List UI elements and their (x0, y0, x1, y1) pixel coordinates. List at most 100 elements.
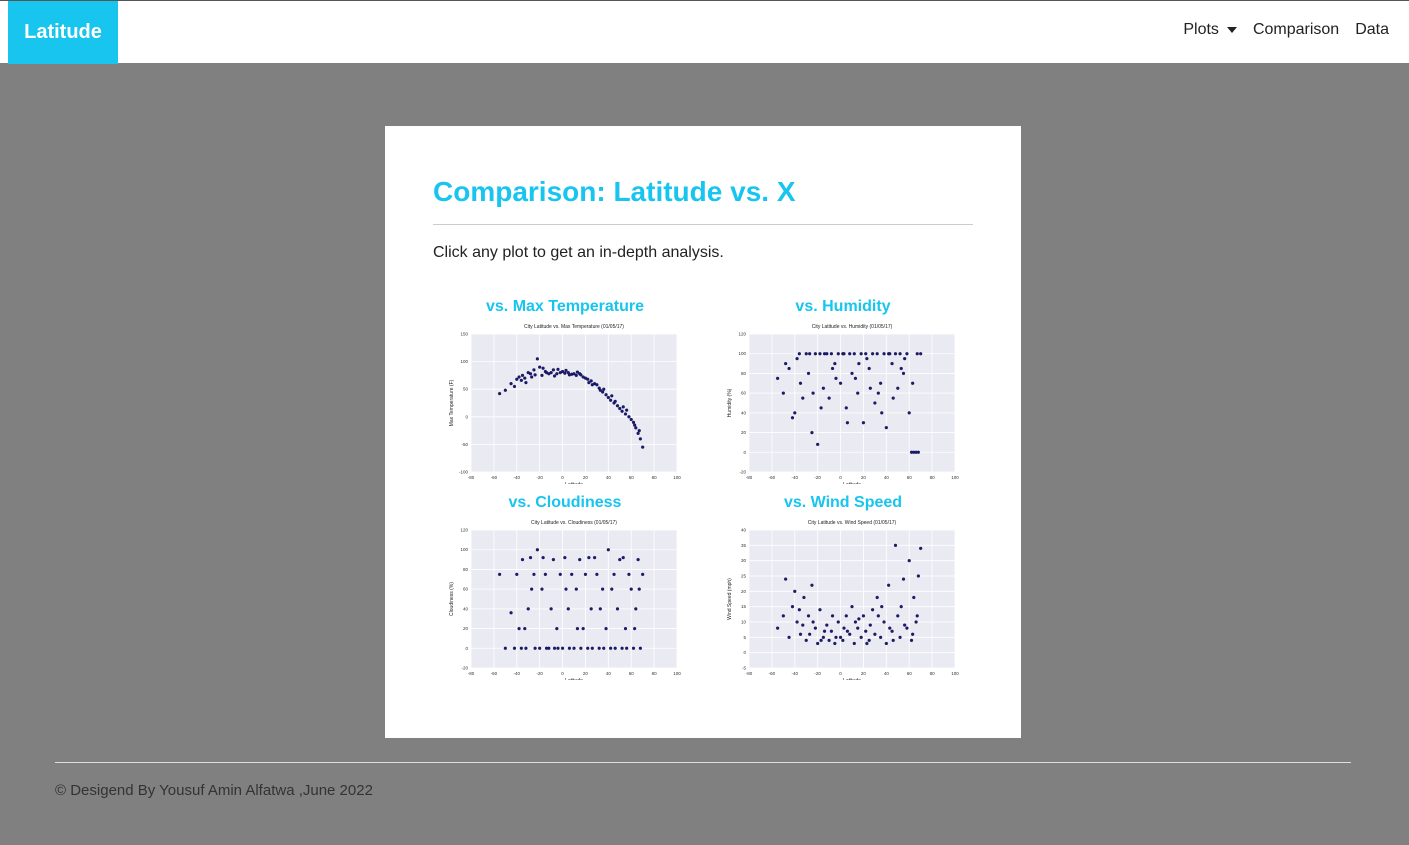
data-point (901, 371, 906, 376)
data-point (532, 368, 536, 372)
nav-item-comparison[interactable]: Comparison (1252, 20, 1340, 38)
y-tick-label: 50 (463, 387, 469, 392)
data-point (638, 646, 642, 650)
data-point (540, 373, 544, 378)
data-point (875, 352, 879, 356)
data-point (558, 572, 562, 576)
plot-humidity[interactable]: vs. Humidity City Latitude vs. Humidity … (725, 296, 961, 484)
data-point (853, 620, 858, 624)
data-point (845, 629, 850, 633)
data-point (544, 646, 549, 650)
data-point (543, 572, 547, 576)
x-tick-label: 20 (861, 475, 867, 480)
y-tick-label: 150 (460, 332, 468, 337)
nav-item-data[interactable]: Data (1355, 20, 1389, 38)
data-point (915, 614, 919, 618)
data-point (797, 352, 801, 356)
data-point (602, 387, 606, 391)
data-point (517, 626, 521, 631)
data-point (552, 374, 557, 378)
data-point (819, 638, 823, 643)
data-point (821, 635, 825, 639)
plot-area (471, 334, 677, 472)
data-point (861, 421, 866, 425)
data-point (911, 381, 915, 385)
data-point (844, 614, 848, 618)
data-point (784, 577, 788, 581)
data-point (595, 572, 599, 576)
y-tick-label: -50 (461, 442, 468, 447)
plot-cloudiness[interactable]: vs. Cloudiness City Latitude vs. Cloudin… (447, 492, 683, 680)
data-point (549, 371, 553, 375)
plot-max-temperature[interactable]: vs. Max Temperature City Latitude vs. Ma… (447, 296, 683, 484)
x-tick-label: -60 (491, 671, 498, 676)
nav-item-plots[interactable]: Plots (1183, 21, 1237, 39)
data-point (871, 352, 875, 356)
data-point (535, 357, 539, 361)
data-point (829, 352, 834, 356)
main-card: Comparison: Latitude vs. X Click any plo… (385, 126, 1021, 738)
data-point (810, 430, 814, 435)
data-point (896, 386, 900, 390)
data-point (856, 626, 860, 630)
data-point (795, 357, 799, 361)
data-point (890, 361, 894, 366)
data-point (509, 382, 513, 386)
data-point (802, 595, 806, 600)
data-point (813, 352, 817, 356)
data-point (637, 428, 641, 433)
data-point (634, 607, 638, 611)
y-tick-label: 60 (463, 587, 469, 592)
data-point (822, 352, 827, 356)
data-point (811, 391, 815, 395)
y-tick-label: 20 (741, 589, 747, 594)
plot-wind-speed[interactable]: vs. Wind Speed City Latitude vs. Wind Sp… (725, 492, 961, 680)
data-point (535, 548, 539, 552)
data-point (579, 373, 583, 377)
data-point (857, 617, 861, 621)
data-point (623, 412, 628, 416)
data-point (893, 543, 898, 547)
chart-title: City Latitude vs. Max Temperature (01/05… (524, 324, 624, 330)
data-point (793, 589, 797, 593)
data-point (637, 587, 641, 591)
y-tick-label: 0 (743, 650, 746, 655)
data-point (560, 369, 565, 374)
y-tick-label: 10 (741, 620, 747, 625)
data-point (864, 352, 868, 356)
data-point (790, 605, 795, 609)
data-point (503, 388, 507, 392)
data-point (524, 646, 528, 650)
page-title: Comparison: Latitude vs. X (433, 176, 796, 207)
y-tick-label: 120 (738, 332, 746, 337)
x-axis-label: Latitude (565, 482, 583, 484)
data-point (621, 405, 625, 409)
x-tick-label: -60 (769, 475, 776, 480)
y-tick-label: 40 (741, 410, 747, 415)
data-point (797, 608, 801, 612)
data-point (827, 396, 831, 400)
y-tick-label: -20 (739, 470, 746, 475)
data-point (540, 587, 544, 591)
data-point (916, 574, 920, 578)
data-point (798, 381, 803, 385)
data-point (781, 391, 785, 395)
data-point (564, 587, 568, 591)
x-tick-label: -80 (746, 475, 753, 480)
data-point (575, 370, 580, 374)
data-point (633, 626, 637, 631)
x-tick-label: -60 (491, 475, 498, 480)
data-point (856, 391, 860, 395)
y-tick-label: -5 (742, 666, 746, 671)
data-point (601, 587, 605, 591)
brand-logo[interactable]: Latitude (8, 1, 118, 64)
data-point (893, 352, 898, 356)
data-point (882, 620, 886, 624)
data-point (606, 395, 610, 400)
data-point (563, 555, 567, 560)
data-point (919, 546, 923, 551)
x-tick-label: -20 (814, 671, 821, 676)
y-tick-label: -100 (459, 470, 469, 475)
y-tick-label: 40 (463, 606, 469, 611)
data-point (556, 646, 560, 650)
